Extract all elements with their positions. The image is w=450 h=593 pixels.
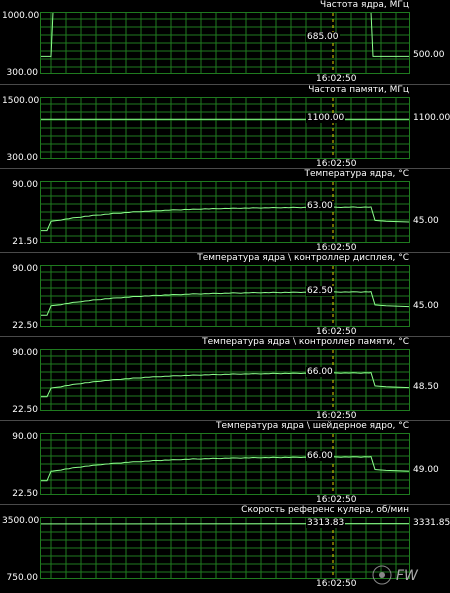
graph-title: Скорость референс кулера, об/мин [240,505,410,516]
cursor-time-label: 16:02:50 [315,411,358,421]
graph-panel[interactable]: 90.00 22.50 Температура ядра \ шейдерное я… [0,420,450,505]
graph-panel[interactable]: 90.00 22.50 Температура ядра \ контроллер … [0,252,450,337]
graph-plot-area[interactable] [40,12,410,74]
latest-value-label: 48.50 [413,381,439,392]
y-max-label: 3500.00 [2,516,40,526]
graph-title: Температура ядра \ контроллер дисплея, °… [196,253,410,264]
graph-title: Температура ядра \ шейдерное ядро, °C [215,421,410,432]
y-max-label: 90.00 [12,180,38,190]
graph-canvas [41,182,409,242]
svg-text:FW: FW [396,568,419,584]
y-min-label: 21.50 [12,237,38,247]
y-min-label: 300.00 [6,153,39,163]
latest-value-label: 45.00 [413,300,439,311]
latest-value-label: 45.00 [413,216,439,227]
watermark-logo: FW [372,565,419,585]
graph-plot-area[interactable] [40,349,410,411]
cursor-value-label: 685.00 [306,32,340,42]
cursor-time-label: 16:02:50 [315,74,358,84]
graph-canvas [41,98,409,158]
cursor-value-label: 3313.83 [306,518,346,528]
graph-plot-area[interactable] [40,97,410,159]
cursor-value-label: 66.00 [306,366,334,377]
y-max-label: 1500.00 [2,96,40,106]
cursor-time-label: 16:02:50 [315,327,358,337]
y-max-label: 90.00 [12,432,38,442]
graph-plot-area[interactable] [40,265,410,327]
graph-canvas [41,434,409,494]
graph-panel[interactable]: 1500.00 300.00 Частота памяти, МГц 1100.00 1… [0,84,450,169]
graph-canvas [41,518,409,578]
graph-plot-area[interactable] [40,517,410,579]
y-max-label: 90.00 [12,348,38,358]
graph-panel[interactable]: 90.00 22.50 Температура ядра \ контроллер … [0,336,450,421]
graph-title: Температура ядра \ контроллер памяти, °C [201,337,410,348]
cursor-time-label: 16:02:50 [315,579,358,589]
y-max-label: 90.00 [12,264,38,274]
cursor-value-label: 63.00 [306,200,334,211]
graph-plot-area[interactable] [40,181,410,243]
graph-title: Частота памяти, МГц [307,85,410,96]
y-min-label: 22.50 [12,489,38,499]
cursor-time-label: 16:02:50 [315,243,358,253]
y-min-label: 300.00 [6,68,39,78]
graph-canvas [41,350,409,410]
series-line [41,13,409,57]
cursor-value-label: 1100.00 [306,113,346,124]
latest-value-label: 1100.00 [413,113,450,124]
y-min-label: 750.00 [6,573,39,583]
latest-value-label: 3331.85 [413,517,450,528]
graph-panel[interactable]: 3500.00 750.00 Скорость референс кулера, о… [0,504,450,593]
graph-canvas [41,13,409,73]
latest-value-label: 500.00 [413,50,445,61]
graph-title: Температура ядра, °C [303,169,410,180]
graph-panel[interactable]: 90.00 21.50 Температура ядра, °C 63.00 45.00… [0,168,450,253]
y-min-label: 22.50 [12,321,38,331]
graph-title: Частота ядра, МГц [319,0,410,11]
graph-canvas [41,266,409,326]
y-min-label: 22.50 [12,405,38,415]
graph-panel[interactable]: 1000.00 300.00 Частота ядра, МГц 685.00 500.… [0,0,450,84]
cursor-value-label: 62.50 [306,285,334,296]
y-max-label: 1000.00 [2,11,40,21]
cursor-value-label: 66.00 [306,450,334,461]
graph-plot-area[interactable] [40,433,410,495]
cursor-time-label: 16:02:50 [315,495,358,505]
latest-value-label: 49.00 [413,465,439,476]
cursor-time-label: 16:02:50 [315,159,358,169]
